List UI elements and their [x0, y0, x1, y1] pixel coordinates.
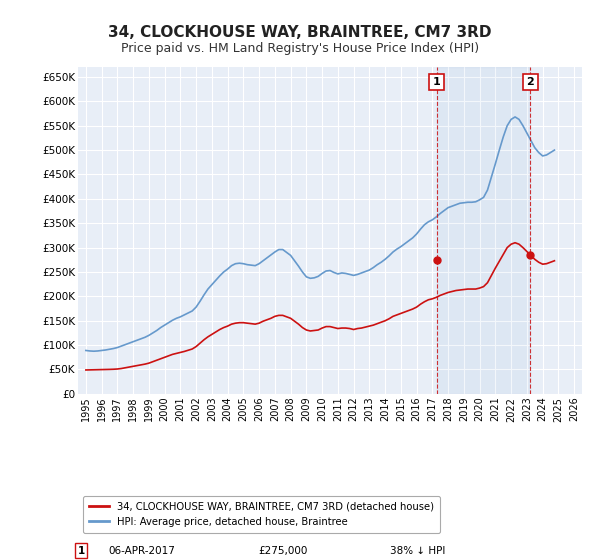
Text: £275,000: £275,000 [258, 545, 307, 556]
Text: 1: 1 [433, 77, 440, 87]
Text: 2: 2 [526, 77, 534, 87]
Bar [437, 67, 530, 394]
Text: 06-APR-2017: 06-APR-2017 [108, 545, 175, 556]
Text: 38% ↓ HPI: 38% ↓ HPI [390, 545, 445, 556]
Text: 34, CLOCKHOUSE WAY, BRAINTREE, CM7 3RD: 34, CLOCKHOUSE WAY, BRAINTREE, CM7 3RD [108, 25, 492, 40]
Legend: 34, CLOCKHOUSE WAY, BRAINTREE, CM7 3RD (detached house), HPI: Average price, det: 34, CLOCKHOUSE WAY, BRAINTREE, CM7 3RD (… [83, 496, 440, 533]
Text: 1: 1 [77, 545, 85, 556]
Text: Price paid vs. HM Land Registry's House Price Index (HPI): Price paid vs. HM Land Registry's House … [121, 42, 479, 55]
